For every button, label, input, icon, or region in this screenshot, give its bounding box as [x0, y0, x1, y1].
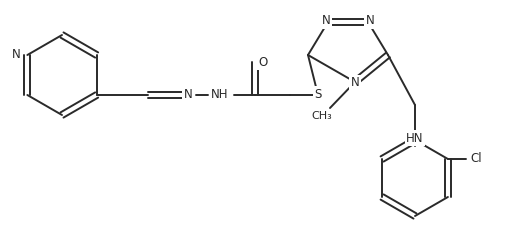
Text: Cl: Cl — [470, 153, 482, 166]
Text: S: S — [314, 87, 321, 100]
Text: N: N — [183, 87, 192, 100]
Text: N: N — [11, 48, 20, 61]
Text: CH₃: CH₃ — [312, 111, 332, 121]
Text: HN: HN — [406, 132, 424, 145]
Text: N: N — [321, 14, 330, 27]
Text: N: N — [351, 76, 359, 89]
Text: NH: NH — [211, 88, 229, 101]
Text: N: N — [366, 14, 375, 27]
Text: O: O — [258, 55, 268, 68]
